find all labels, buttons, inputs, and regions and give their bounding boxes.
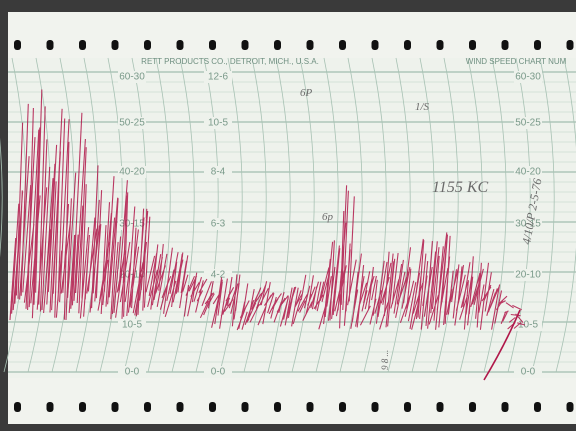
hole: [274, 40, 281, 50]
hole: [144, 402, 151, 412]
scale-label: 50-25: [119, 118, 145, 129]
scale-label: 20-10: [515, 270, 541, 281]
hole: [307, 40, 314, 50]
annotation: 9 8 ...: [380, 350, 390, 370]
scale-label: 8-4: [211, 167, 226, 178]
hole: [469, 40, 476, 50]
scale-label: 60-30: [515, 72, 541, 83]
hole: [112, 402, 119, 412]
scale-label: 40-20: [119, 167, 145, 178]
hole: [47, 402, 54, 412]
hole: [437, 40, 444, 50]
annotation: 6p: [322, 211, 334, 223]
hole: [209, 402, 216, 412]
hole: [404, 40, 411, 50]
scale-label: 0-0: [211, 367, 226, 378]
hole: [567, 402, 574, 412]
grid-area: [8, 58, 576, 378]
scale-label: 30-15: [119, 219, 145, 230]
hole: [534, 40, 541, 50]
hole: [242, 40, 249, 50]
hole: [372, 40, 379, 50]
hole: [339, 40, 346, 50]
scale-label: 10-5: [518, 320, 538, 331]
hole: [339, 402, 346, 412]
hole: [567, 40, 574, 50]
maker: RETT PRODUCTS CO., DETROIT, MICH., U.S.A…: [141, 57, 319, 66]
hole: [469, 402, 476, 412]
page: RETT PRODUCTS CO., DETROIT, MICH., U.S.A…: [0, 0, 576, 431]
scale-label: 6-3: [211, 219, 226, 230]
hole: [502, 402, 509, 412]
annotation: 1155 KC: [432, 179, 488, 196]
hole: [534, 402, 541, 412]
annotation: 6P: [300, 87, 313, 99]
scale-label: 0-0: [125, 367, 140, 378]
hole: [502, 40, 509, 50]
scale-label: 10-5: [208, 118, 228, 129]
hole: [144, 40, 151, 50]
hole: [14, 402, 21, 412]
scale-label: 10-5: [122, 320, 142, 331]
hole: [437, 402, 444, 412]
hole: [177, 402, 184, 412]
hole: [47, 40, 54, 50]
hole: [307, 402, 314, 412]
hole: [242, 402, 249, 412]
annotation: 1/S: [415, 101, 430, 113]
chart-photo: RETT PRODUCTS CO., DETROIT, MICH., U.S.A…: [0, 0, 576, 431]
hole: [79, 40, 86, 50]
hole: [177, 40, 184, 50]
scale-label: 50-25: [515, 118, 541, 129]
hole: [404, 402, 411, 412]
hole: [209, 40, 216, 50]
chart-name: WIND SPEED CHART NUM: [466, 57, 567, 66]
scale-label: 0-0: [521, 367, 536, 378]
hole: [14, 40, 21, 50]
hole: [274, 402, 281, 412]
hole: [372, 402, 379, 412]
hole: [112, 40, 119, 50]
scale-label: 4-2: [211, 270, 226, 281]
hole: [79, 402, 86, 412]
scale-label: 60-30: [119, 72, 145, 83]
scale-label: 40-20: [515, 167, 541, 178]
scale-label: 12-6: [208, 72, 228, 83]
